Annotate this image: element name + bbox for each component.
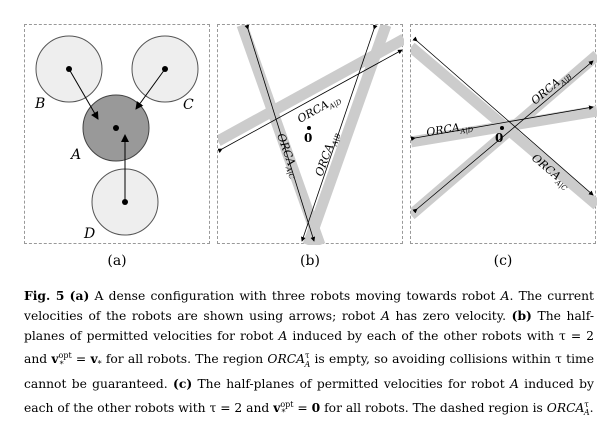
robot-a-center (113, 125, 119, 131)
caption-b-tag: (b) (511, 308, 532, 324)
panel-b: ORCAA|D ORCAA|C ORCAA|B 0 (217, 24, 404, 245)
caption-orca-sup: τ (305, 351, 310, 361)
caption-text: = (293, 400, 312, 415)
caption-text: = (71, 352, 91, 367)
caption-text: has zero velocity. (389, 309, 512, 324)
caption-vopt: v (51, 351, 59, 367)
caption-robot-a: A (381, 309, 390, 324)
caption-vopt-sub: * (281, 408, 286, 418)
orca-ab-line (301, 25, 378, 242)
robot-a-label: A (69, 147, 81, 163)
caption-vopt-sup: opt (280, 399, 294, 409)
panel-a-sublabel: (a) (107, 253, 127, 269)
origin-dot-b (307, 126, 311, 130)
panel-c: ORCAA|B ORCAA|D ORCAA|C 0 (410, 24, 597, 244)
caption-orca: ORCA (267, 352, 306, 367)
caption-v: v (90, 351, 98, 367)
caption-vopt-sup: opt (58, 351, 72, 361)
panel-a-drawing: B C A D (34, 35, 199, 242)
caption-text: . The current velocities of the robots a… (24, 289, 594, 324)
panel-c-sublabel: (c) (493, 253, 513, 269)
caption-vopt-sub: * (59, 359, 64, 369)
caption-text: The half-planes of permitted velocities … (192, 377, 510, 392)
caption-text: for all robots. The dashed region is (320, 400, 547, 415)
caption-orca-sub: A (583, 408, 590, 418)
caption-text: The half-planes of permitted velocities … (24, 309, 595, 343)
origin-dot-c (500, 126, 504, 130)
caption-vopt: v (273, 399, 281, 415)
panel-b-drawing: ORCAA|D ORCAA|C ORCAA|B 0 (218, 25, 404, 245)
robot-d-label: D (83, 226, 95, 242)
caption-text: is empty, so avoiding collisions within … (24, 352, 594, 392)
caption-orca-sub: A (304, 359, 311, 369)
orca-ab-label-c: ORCAA|B (529, 68, 574, 109)
orca-ad-label-c: ORCAA|D (425, 119, 474, 141)
caption-text: induced by each of the other robots with… (24, 377, 594, 415)
origin-label-c: 0 (495, 131, 503, 145)
orca-ab-band (302, 25, 392, 245)
robot-b-label: B (34, 96, 45, 112)
caption-text: A dense configuration with three robots … (89, 289, 501, 303)
caption-orca: ORCA (546, 400, 585, 415)
origin-label-b: 0 (304, 131, 312, 145)
caption-robot-a: A (278, 328, 288, 343)
caption-robot-a: A (500, 289, 510, 303)
caption-a-tag: (a) (69, 288, 90, 303)
panel-c-drawing: ORCAA|B ORCAA|D ORCAA|C 0 (411, 36, 597, 220)
robot-b-velocity-arrow (68, 68, 99, 120)
panel-b-sublabel: (b) (300, 253, 320, 269)
caption-v-sub: * (97, 359, 102, 369)
caption-orca-sup: τ (584, 399, 589, 409)
caption-c-tag: (c) (173, 376, 193, 392)
robot-c-label: C (183, 97, 194, 113)
figure-caption: Fig. 5 (a) A dense configuration with th… (24, 286, 594, 423)
caption-text: . (589, 400, 594, 415)
robot-c-velocity-arrow (135, 68, 166, 110)
caption-text: for all robots. The region (101, 352, 268, 367)
caption-text: induced by each of the other robots with… (24, 328, 594, 367)
orca-ad-line-c (411, 105, 594, 142)
caption-robot-a: A (509, 377, 519, 392)
caption-fig-number: Fig. 5 (24, 288, 65, 303)
panel-a: B C A D (24, 24, 210, 244)
caption-zero: 0 (311, 399, 321, 415)
